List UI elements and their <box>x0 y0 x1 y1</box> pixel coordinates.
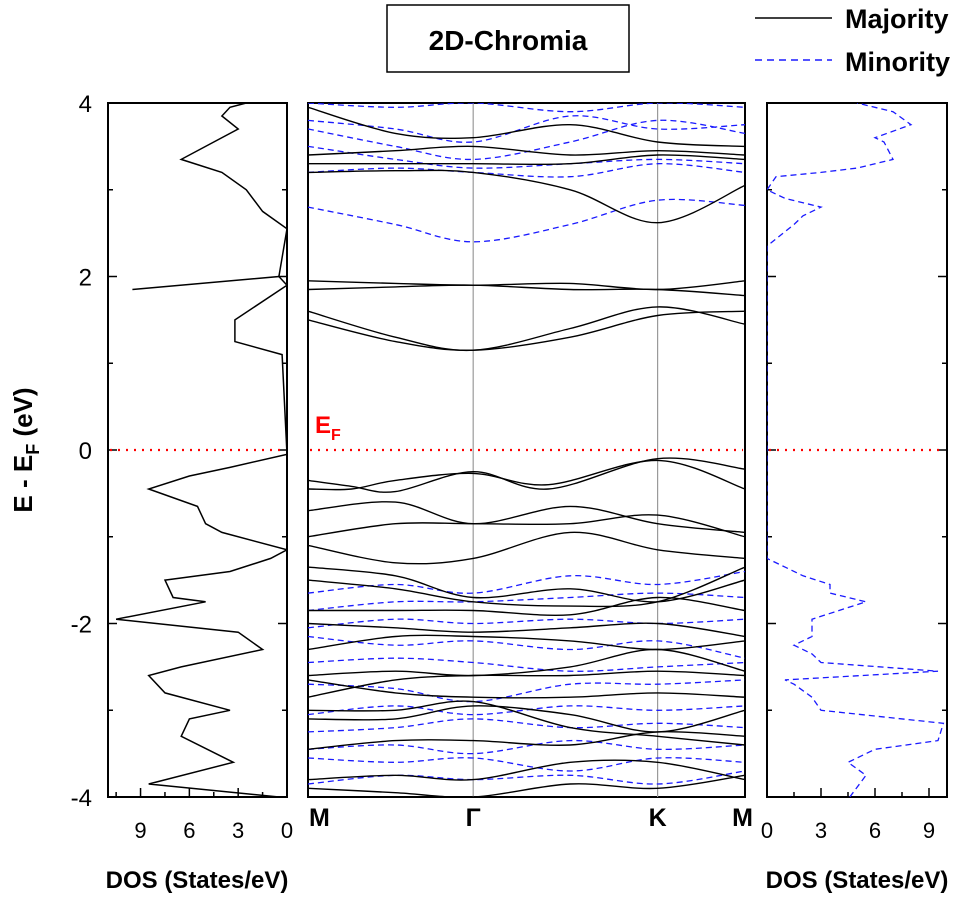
majority-band <box>308 705 745 733</box>
minority-band <box>308 163 745 178</box>
majority-band <box>308 284 745 297</box>
minority-band <box>308 770 745 785</box>
majority-band <box>308 730 745 750</box>
dos-minority-tick-label: 6 <box>869 818 881 843</box>
y-axis-label: E - EF (eV) <box>8 387 43 512</box>
y-tick-label: 4 <box>79 91 92 118</box>
minority-band <box>308 145 745 169</box>
majority-band <box>308 566 745 608</box>
dos-minority-panel: 0 3 6 9 <box>761 102 948 843</box>
minority-band <box>308 718 745 733</box>
dos-minority-tick-label: 0 <box>761 818 773 843</box>
majority-band <box>308 634 745 651</box>
majority-band <box>308 566 745 603</box>
majority-band <box>308 310 745 351</box>
minority-band <box>308 705 745 716</box>
minority-band <box>308 198 745 243</box>
y-tick-label: 2 <box>79 265 92 292</box>
chart-title: 2D-Chromia <box>429 25 588 56</box>
majority-band <box>308 459 745 491</box>
legend-minority-label: Minority <box>845 47 950 77</box>
minority-band <box>308 757 745 772</box>
dos-majority-xlabel: DOS (States/eV) <box>106 867 289 894</box>
majority-band <box>308 280 745 291</box>
minority-band <box>308 592 745 612</box>
dos-minority-xlabel: DOS (States/eV) <box>766 867 949 894</box>
majority-band <box>308 670 745 698</box>
majority-band <box>308 648 745 677</box>
majority-band <box>308 169 745 224</box>
dos-majority-tick-label: 3 <box>232 818 244 843</box>
minority-band <box>308 115 745 143</box>
dos-minority-curve <box>767 103 945 797</box>
majority-band <box>308 759 745 781</box>
minority-band <box>308 618 745 629</box>
k-point-label: Γ <box>466 804 481 832</box>
fermi-level-label: EF <box>315 412 341 444</box>
majority-band <box>308 774 745 797</box>
majority-band <box>308 679 745 699</box>
title-box <box>386 4 630 73</box>
majority-band <box>308 514 745 538</box>
majority-band <box>308 700 745 746</box>
legend-majority-label: Majority <box>845 4 949 34</box>
k-point-label: M <box>309 804 330 832</box>
y-tick-label: 0 <box>79 438 92 465</box>
majority-band <box>308 145 745 156</box>
majority-band <box>308 622 745 638</box>
dos-majority-panel: 9 6 3 0 <box>107 102 293 843</box>
dos-majority-tick-label: 6 <box>183 818 195 843</box>
dos-majority-curve <box>115 103 287 797</box>
minority-band <box>308 103 745 113</box>
dos-majority-tick-label: 9 <box>134 818 146 843</box>
minority-band <box>308 679 745 703</box>
minority-band <box>308 657 745 672</box>
dos-minority-tick-label: 3 <box>815 818 827 843</box>
majority-band <box>308 154 745 166</box>
dos-majority-tick-label: 0 <box>281 818 293 843</box>
majority-band <box>308 306 745 352</box>
y-tick-label: -2 <box>71 612 92 639</box>
minority-band <box>308 739 745 755</box>
majority-band <box>308 106 745 148</box>
band-frame <box>307 102 746 798</box>
y-tick-labels: -4 -2 0 2 4 <box>71 91 92 812</box>
minority-band <box>308 635 745 659</box>
k-point-label: M <box>732 804 753 832</box>
majority-band <box>308 501 745 534</box>
legend: Majority Minority <box>755 4 950 77</box>
dos-minority-tick-label: 9 <box>923 818 935 843</box>
k-point-label: K <box>649 804 667 832</box>
y-tick-label: -4 <box>71 785 92 812</box>
minority-band <box>308 570 745 594</box>
bands <box>308 103 745 797</box>
majority-band <box>308 531 745 565</box>
majority-band <box>308 457 745 493</box>
majority-band <box>308 596 745 616</box>
